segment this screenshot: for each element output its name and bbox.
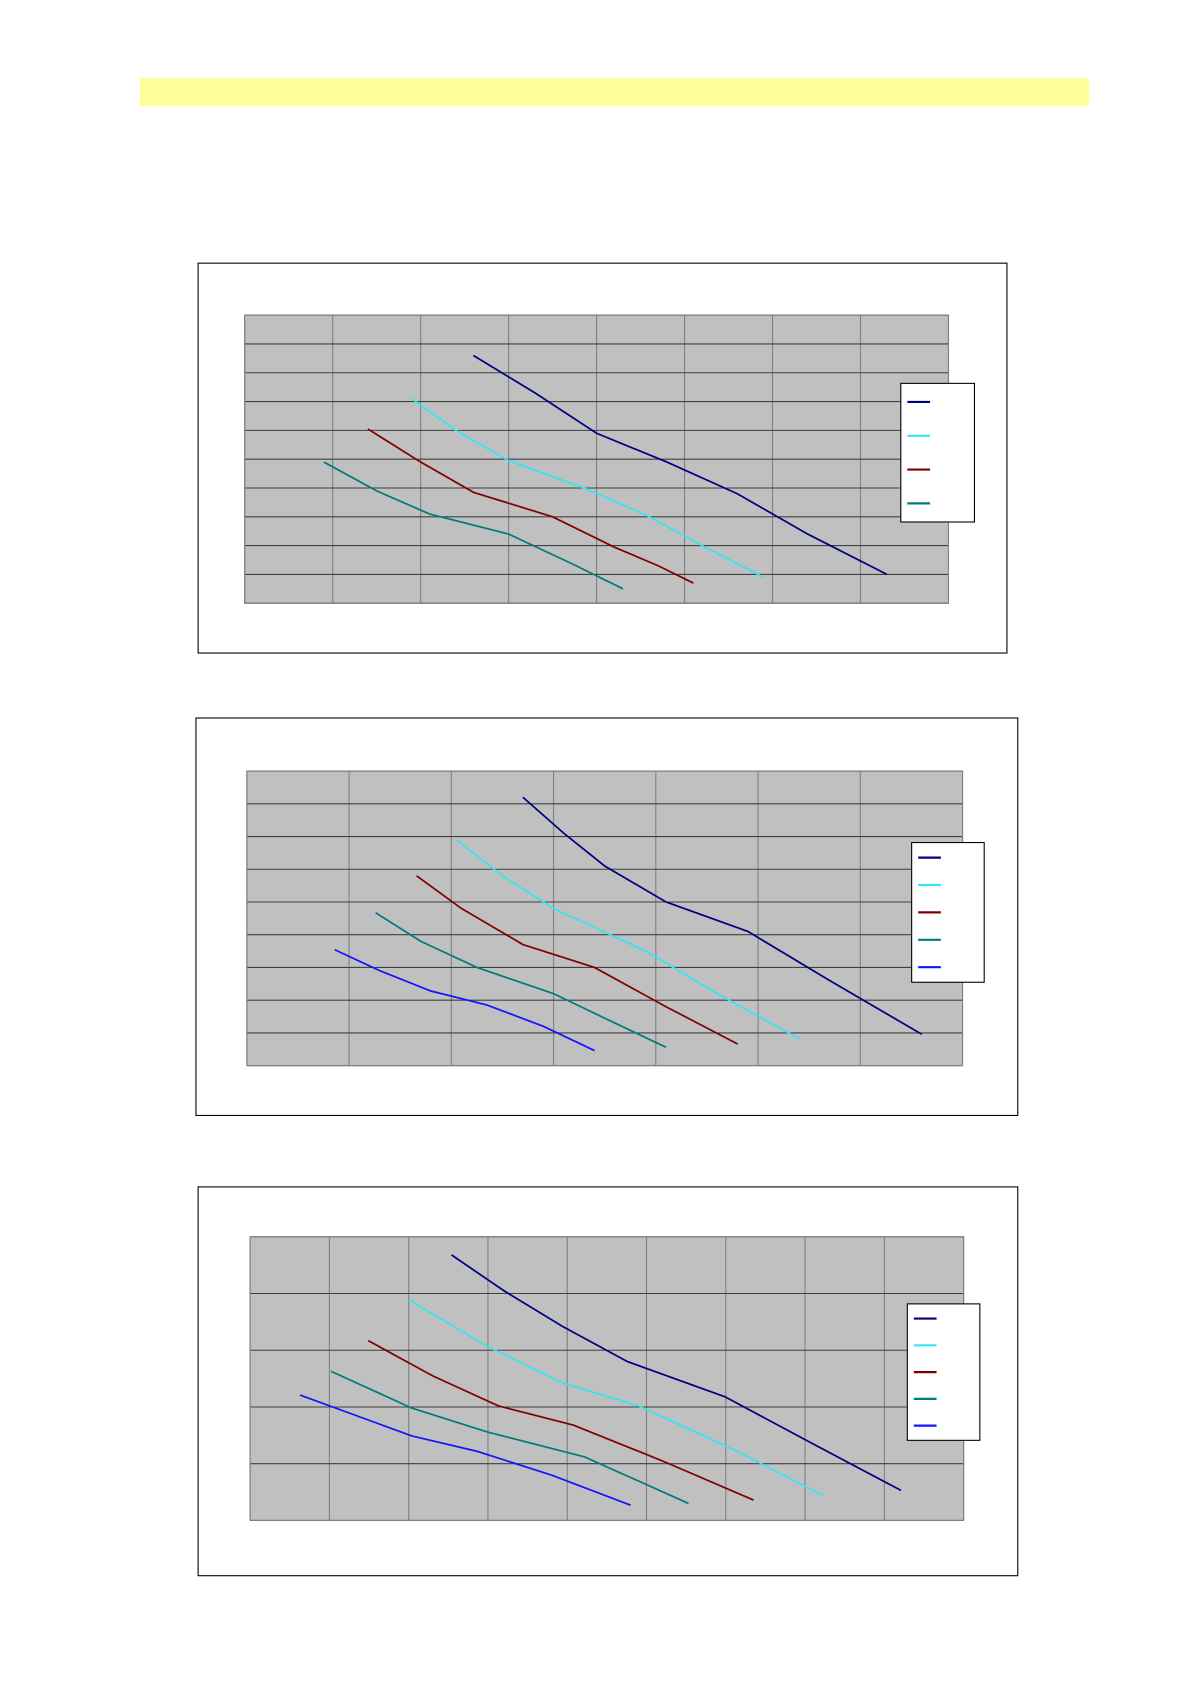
series-line [450,1254,902,1492]
series-line [408,1298,824,1497]
series-line [330,1370,689,1505]
series-line [455,839,800,1040]
legend-box [906,1303,981,1441]
series-line [416,875,739,1045]
series-line [299,1394,631,1506]
series-line [323,461,624,590]
series-line [375,912,667,1049]
series-line [472,354,888,576]
series-line [334,948,595,1052]
series-line [411,397,765,579]
plot-area [246,771,963,1066]
series-line [522,796,923,1035]
plot-area [250,1236,964,1521]
series-line [367,428,694,584]
series-line [367,1339,754,1501]
legend-box [900,382,975,523]
header-bar [139,77,1090,107]
